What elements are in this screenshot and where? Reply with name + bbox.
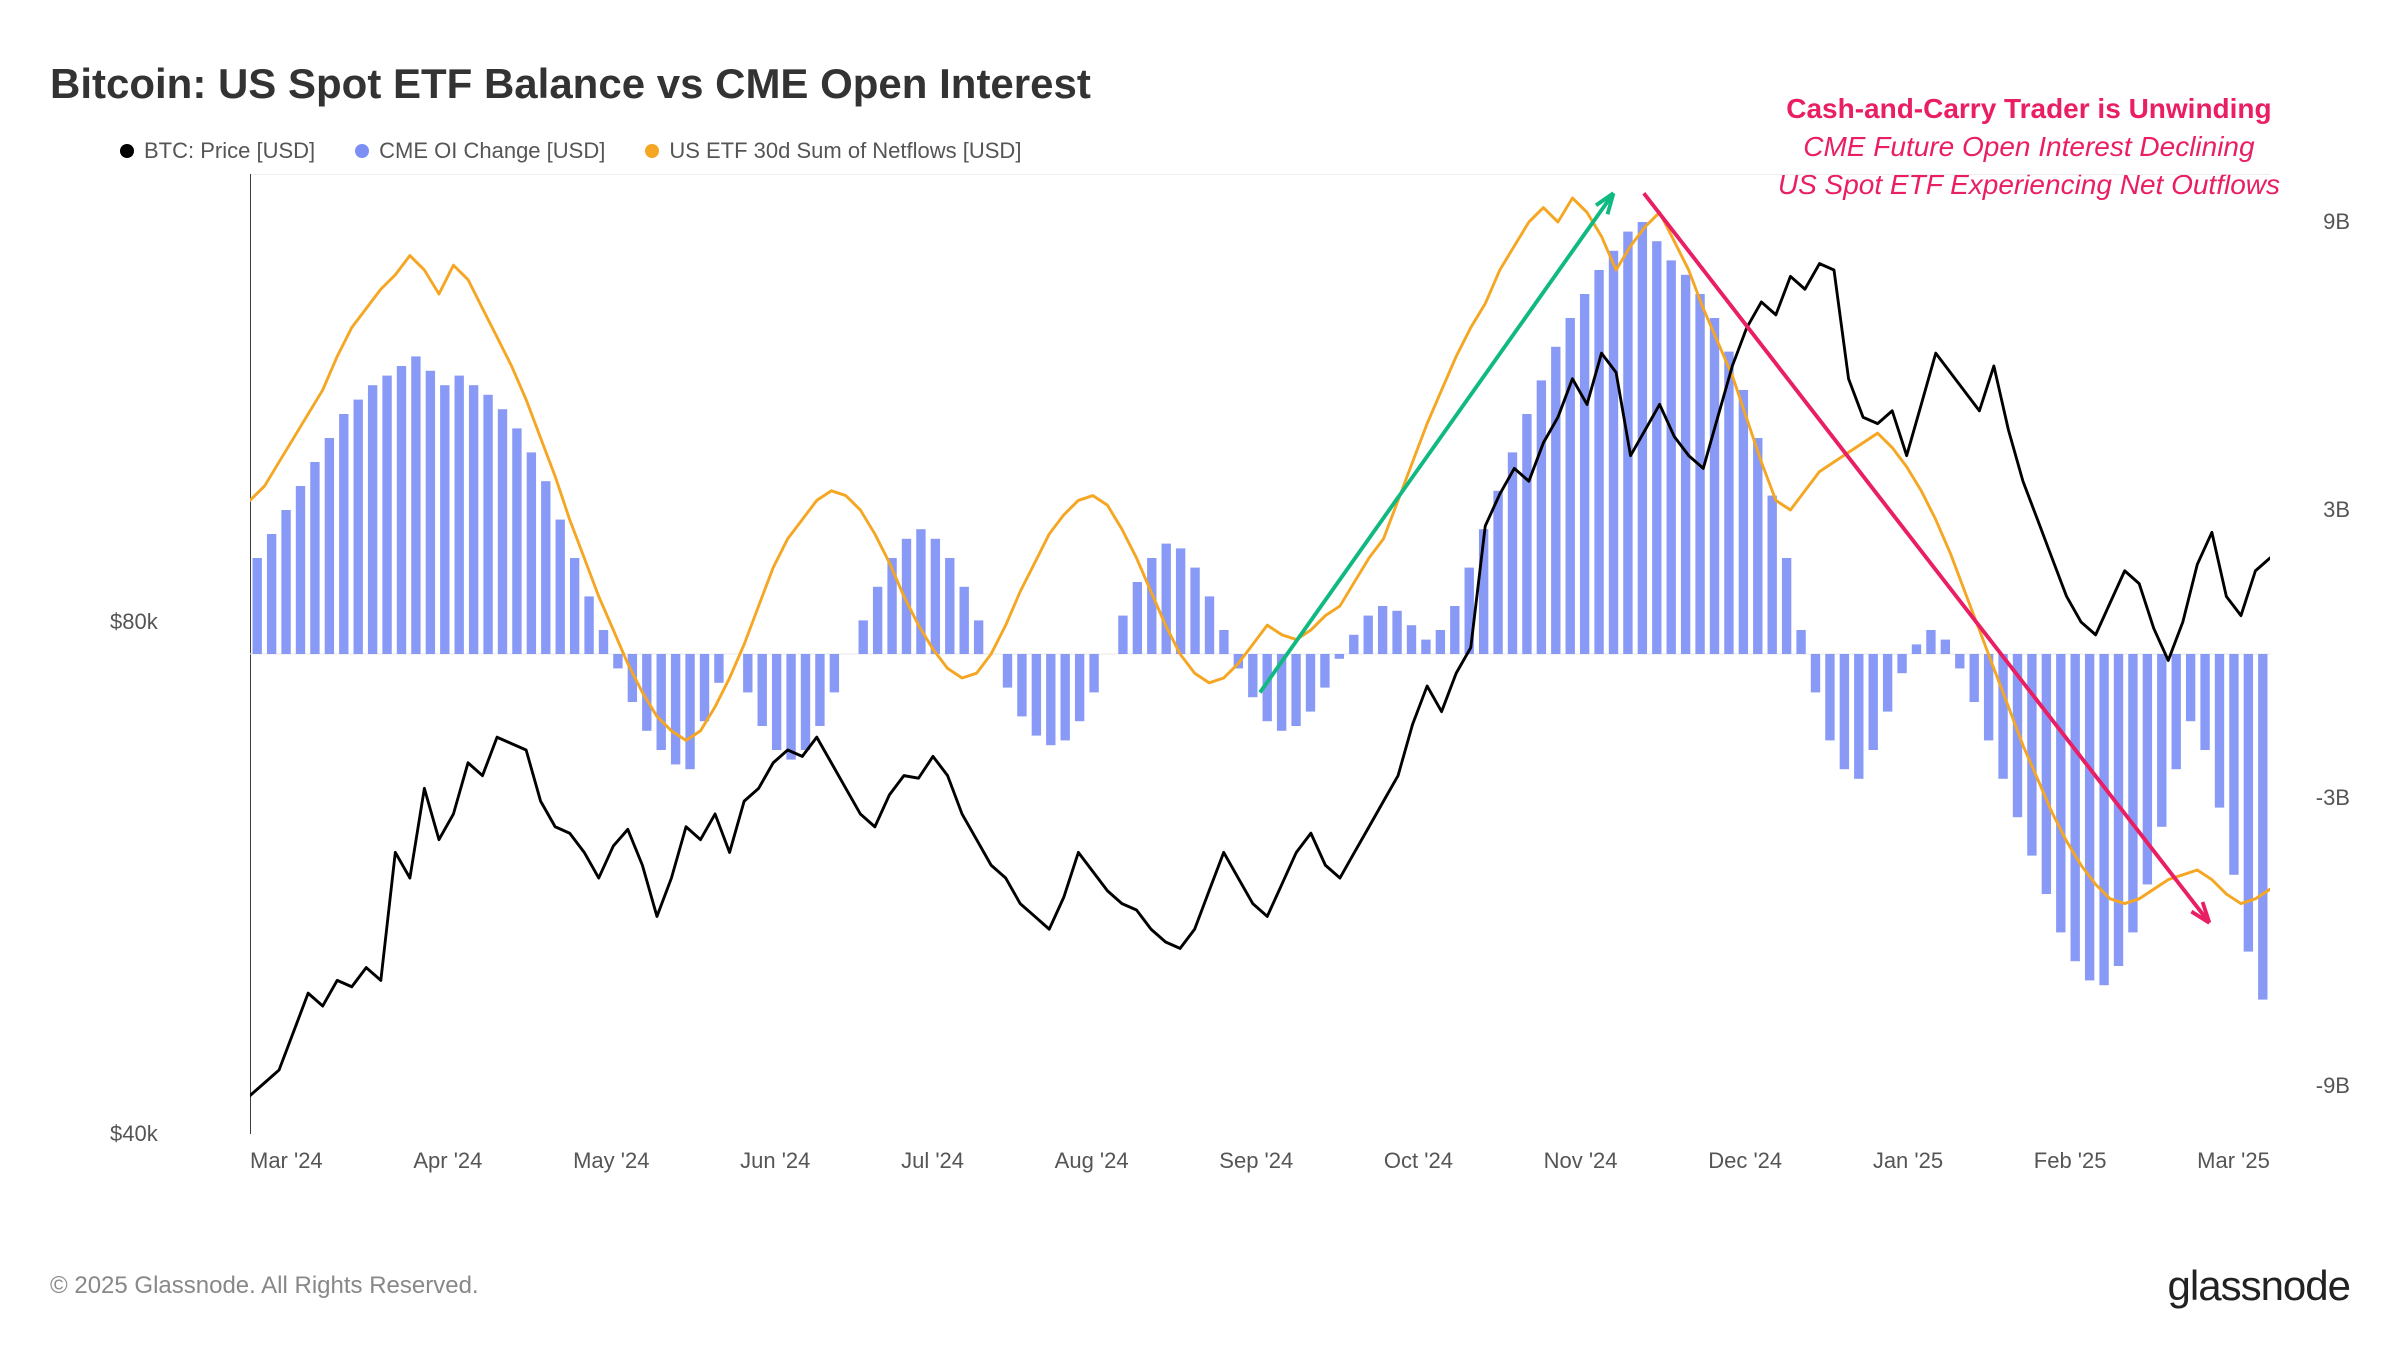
x-tick-label: Dec '24: [1708, 1148, 1782, 1174]
x-tick-label: Nov '24: [1544, 1148, 1618, 1174]
legend-item-cme: CME OI Change [USD]: [355, 138, 605, 164]
x-tick-label: Jul '24: [901, 1148, 964, 1174]
x-tick-label: Apr '24: [413, 1148, 482, 1174]
legend-item-etf: US ETF 30d Sum of Netflows [USD]: [645, 138, 1021, 164]
brand-logo: glassnode: [2168, 1262, 2350, 1310]
y-right-tick-label: -3B: [2316, 785, 2350, 811]
x-tick-label: Oct '24: [1384, 1148, 1453, 1174]
copyright-text: © 2025 Glassnode. All Rights Reserved.: [50, 1272, 479, 1300]
chart-area: $80k$40k 9B3B-3B-9B Mar '24Apr '24May '2…: [50, 174, 2350, 1134]
y-right-tick-label: 9B: [2323, 209, 2350, 235]
x-axis-labels: Mar '24 Apr '24 May '24 Jun '24 Jul '24 Aug '…: [250, 1148, 2270, 1174]
y-left-tick-label: $80k: [110, 609, 158, 635]
plot-area: [250, 174, 2270, 1134]
x-tick-label: May '24: [573, 1148, 649, 1174]
y-right-tick-label: -9B: [2316, 1073, 2350, 1099]
legend-label-cme: CME OI Change [USD]: [379, 138, 605, 164]
legend-label-etf: US ETF 30d Sum of Netflows [USD]: [669, 138, 1021, 164]
legend-label-price: BTC: Price [USD]: [144, 138, 315, 164]
x-tick-label: Jan '25: [1873, 1148, 1943, 1174]
x-tick-label: Feb '25: [2034, 1148, 2107, 1174]
y-left-tick-label: $40k: [110, 1121, 158, 1147]
annotation-line-1: Cash-and-Carry Trader is Unwinding: [1778, 90, 2280, 128]
legend-swatch-price: [120, 144, 134, 158]
x-tick-label: Mar '25: [2197, 1148, 2270, 1174]
legend-swatch-etf: [645, 144, 659, 158]
annotation-line-2: CME Future Open Interest Declining: [1778, 128, 2280, 166]
x-tick-label: Jun '24: [740, 1148, 810, 1174]
legend-swatch-cme: [355, 144, 369, 158]
x-tick-label: Sep '24: [1219, 1148, 1293, 1174]
y-right-tick-label: 3B: [2323, 497, 2350, 523]
x-tick-label: Aug '24: [1055, 1148, 1129, 1174]
x-tick-label: Mar '24: [250, 1148, 323, 1174]
legend-item-price: BTC: Price [USD]: [120, 138, 315, 164]
